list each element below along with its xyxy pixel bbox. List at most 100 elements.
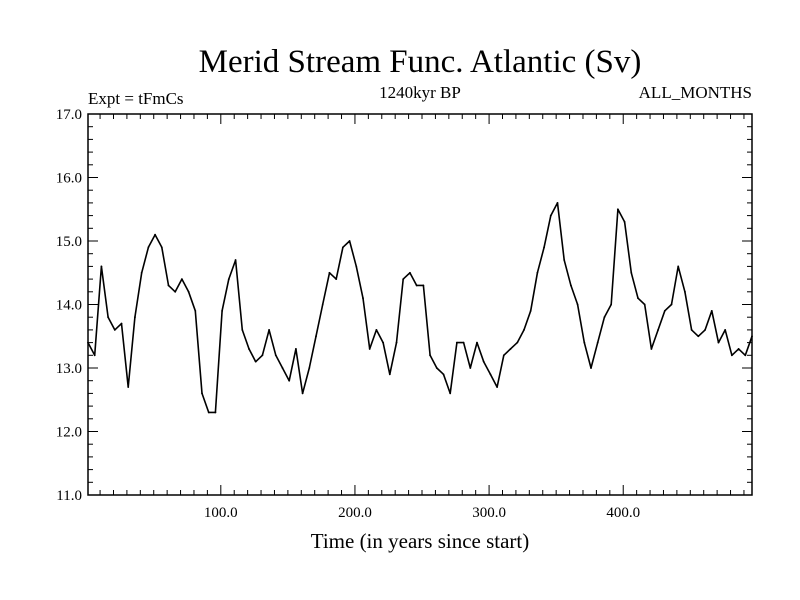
data-point xyxy=(556,202,559,204)
y-tick-label: 13.0 xyxy=(56,361,82,377)
data-point xyxy=(643,303,646,306)
data-point xyxy=(355,265,358,268)
data-point xyxy=(348,240,351,242)
series-layer xyxy=(87,202,753,414)
data-point xyxy=(563,259,566,261)
data-point xyxy=(295,348,297,350)
data-point xyxy=(509,348,512,350)
data-point xyxy=(382,341,385,344)
data-point xyxy=(113,329,116,331)
data-point xyxy=(140,271,143,274)
data-point xyxy=(134,316,136,319)
data-point xyxy=(221,309,224,312)
tick-layer: 11.0 12.0 13.0 14.0 15.0 16.0 17.0 100.0 200.0 30… xyxy=(56,107,752,521)
data-point xyxy=(690,329,693,331)
data-point xyxy=(402,278,405,280)
data-point xyxy=(590,367,592,369)
data-point xyxy=(274,354,277,357)
series-line xyxy=(87,202,753,414)
data-point xyxy=(180,278,183,280)
data-point xyxy=(160,246,163,249)
data-point xyxy=(362,297,364,300)
data-point xyxy=(697,335,700,338)
data-point xyxy=(341,246,344,249)
data-point xyxy=(670,303,673,306)
y-tick-label: 12.0 xyxy=(56,425,82,441)
data-point xyxy=(409,271,411,274)
data-point xyxy=(368,348,371,350)
data-point xyxy=(543,246,545,249)
data-point xyxy=(684,290,686,293)
data-point xyxy=(328,271,331,274)
data-point xyxy=(502,354,505,357)
data-point xyxy=(227,278,230,280)
data-point xyxy=(462,341,465,344)
data-point xyxy=(93,354,96,357)
data-point xyxy=(167,284,170,287)
data-point xyxy=(388,373,391,376)
data-point xyxy=(254,360,257,363)
data-point xyxy=(523,329,525,331)
y-tick-label: 17.0 xyxy=(56,107,82,123)
data-point xyxy=(630,271,633,274)
data-point xyxy=(489,373,492,376)
data-point xyxy=(476,341,478,344)
y-tick-label: 11.0 xyxy=(56,488,82,504)
data-point xyxy=(301,392,304,395)
data-point xyxy=(261,354,264,357)
data-point xyxy=(744,354,747,357)
data-point xyxy=(455,341,458,344)
data-point xyxy=(422,284,425,287)
plot-frame xyxy=(87,113,753,496)
data-point xyxy=(663,309,666,312)
data-point xyxy=(375,329,378,331)
data-point xyxy=(637,297,639,300)
data-point xyxy=(248,348,250,350)
experiment-label: Expt = tFmCs xyxy=(88,89,184,108)
data-point xyxy=(429,354,431,357)
data-point xyxy=(442,373,445,376)
data-point xyxy=(570,284,572,287)
data-point xyxy=(516,341,519,344)
data-point xyxy=(650,348,653,350)
months-label: ALL_MONTHS xyxy=(639,83,752,102)
x-tick-label: 200.0 xyxy=(338,505,372,521)
x-tick-label: 100.0 xyxy=(204,505,238,521)
data-point xyxy=(549,214,552,217)
data-point xyxy=(596,341,599,344)
data-point xyxy=(616,208,619,211)
y-tick-label: 16.0 xyxy=(56,171,82,187)
data-point xyxy=(482,360,485,363)
data-point xyxy=(395,341,398,344)
y-tick-label: 14.0 xyxy=(56,298,82,314)
data-point xyxy=(623,221,626,223)
chart-title: Merid Stream Func. Atlantic (Sv) xyxy=(199,44,642,80)
y-tick-label: 15.0 xyxy=(56,234,82,250)
data-point xyxy=(308,367,311,369)
data-point xyxy=(610,303,613,306)
data-point xyxy=(147,246,150,249)
data-point xyxy=(469,367,472,369)
data-point xyxy=(315,335,317,338)
data-point xyxy=(154,233,156,236)
data-point xyxy=(207,411,210,414)
data-point xyxy=(717,341,720,344)
data-point xyxy=(724,329,727,331)
data-point xyxy=(107,316,110,319)
data-point xyxy=(241,329,244,331)
data-point xyxy=(268,329,270,331)
data-point xyxy=(496,386,499,388)
data-point xyxy=(677,265,680,268)
data-point xyxy=(281,367,284,369)
data-point xyxy=(288,379,291,382)
data-point xyxy=(335,278,338,280)
data-point xyxy=(321,303,324,306)
x-tick-label: 300.0 xyxy=(472,505,506,521)
data-point xyxy=(187,290,190,293)
data-point xyxy=(730,354,733,357)
data-point xyxy=(449,392,452,395)
data-point xyxy=(435,367,438,369)
data-point xyxy=(201,392,203,395)
x-axis-label: Time (in years since start) xyxy=(311,529,530,553)
